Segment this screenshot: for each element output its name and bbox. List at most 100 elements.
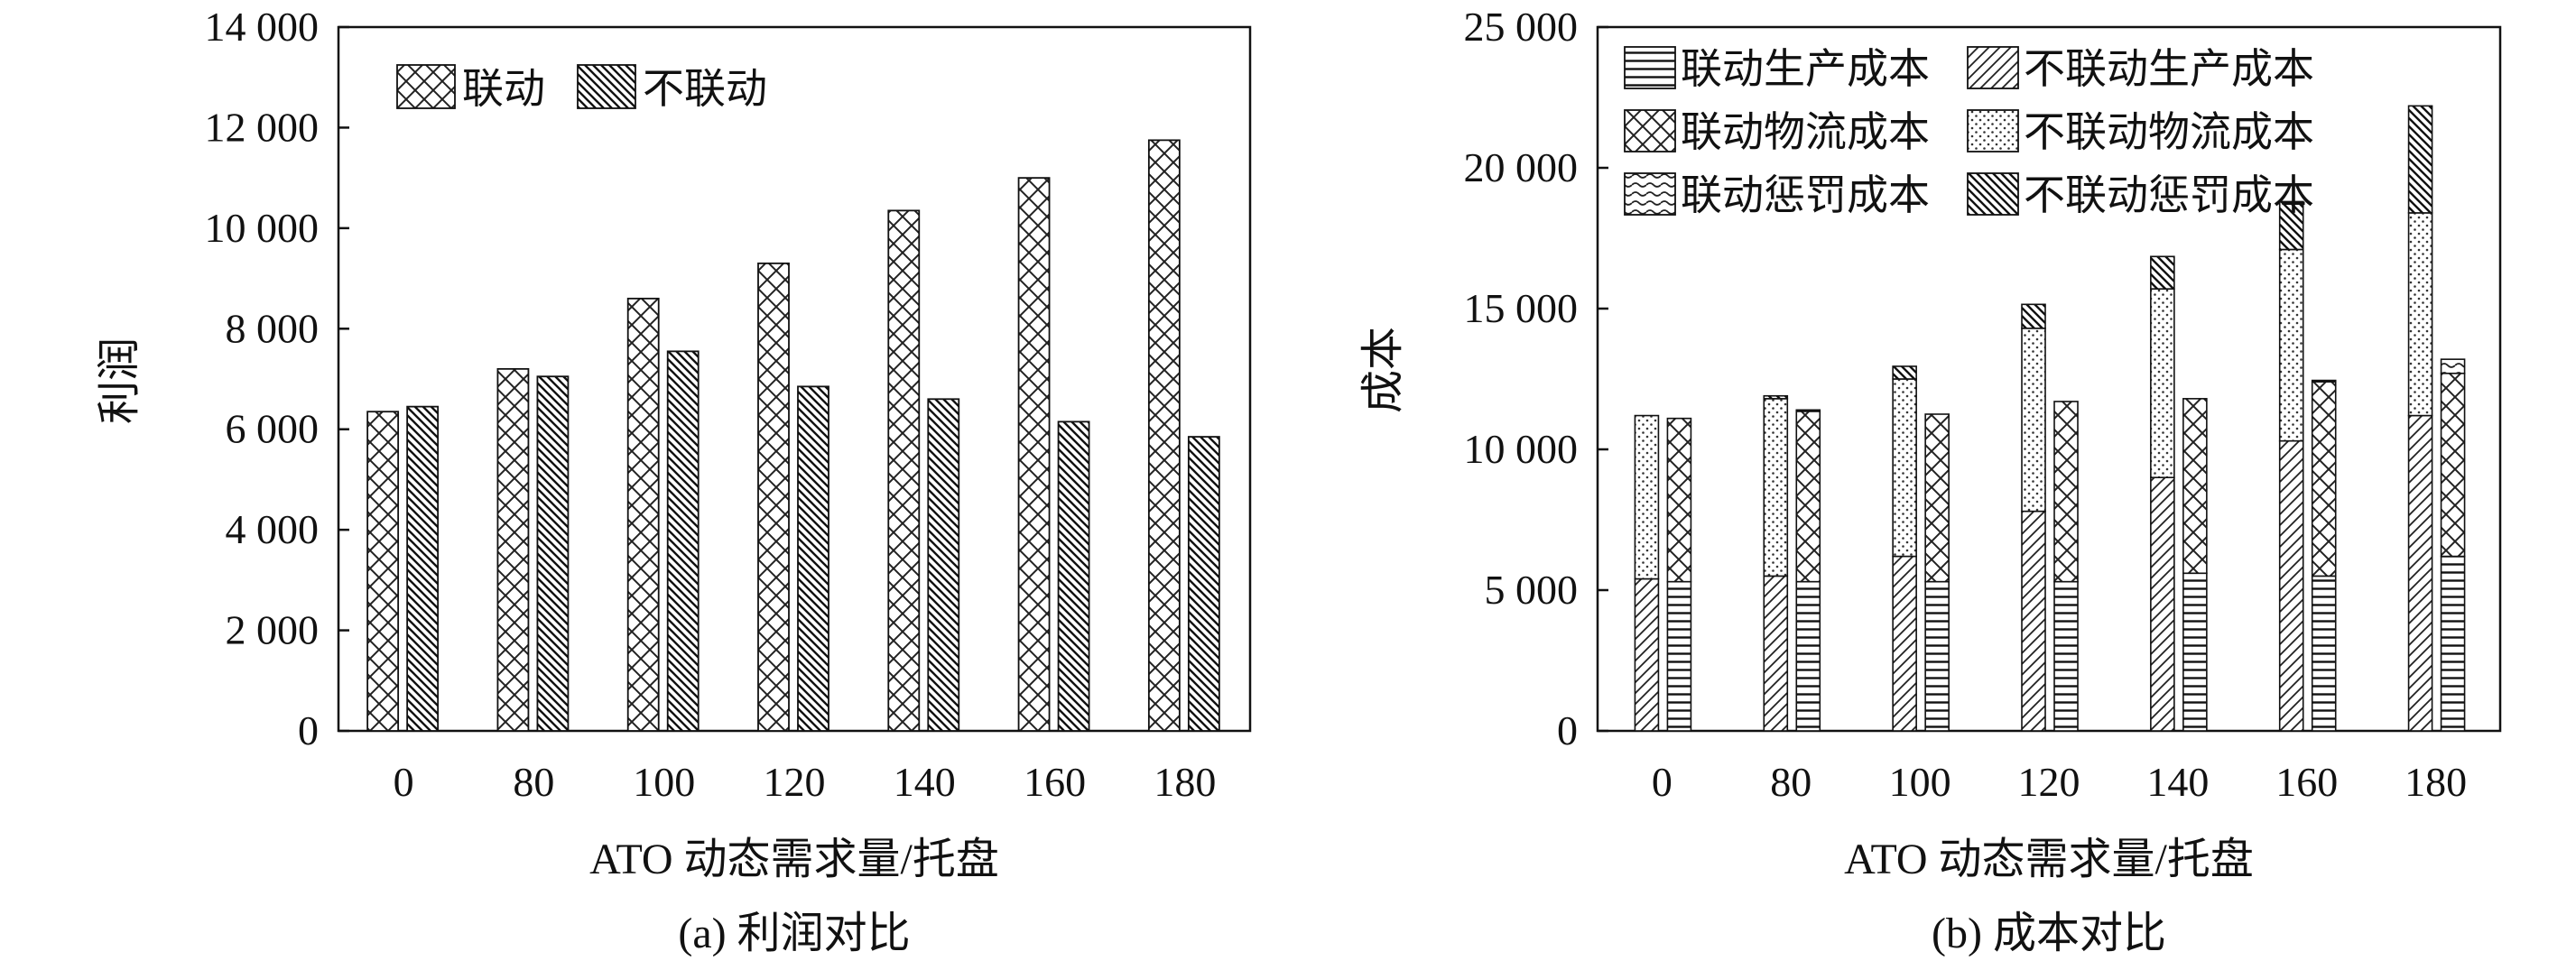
profit-bar-linked xyxy=(1017,177,1051,732)
cost-y-tick-label: 5 000 xyxy=(1485,567,1579,613)
cost-x-tick-label: 120 xyxy=(2018,759,2080,805)
cost-x-tick-label: 160 xyxy=(2275,759,2338,805)
profit-legend-label: 不联动 xyxy=(643,66,767,112)
cost-bar-segment xyxy=(1763,398,1789,577)
cost-legend-swatch xyxy=(1624,109,1676,152)
cost-legend-label: 不联动惩罚成本 xyxy=(2024,172,2314,218)
cost-x-tick-label: 140 xyxy=(2146,759,2209,805)
profit-bar-unlinked xyxy=(536,375,570,732)
profit-bar-linked xyxy=(757,262,790,732)
profit-bar-linked xyxy=(1147,139,1181,732)
cost-bar-segment xyxy=(1892,555,1917,732)
cost-x-tick-label: 100 xyxy=(1889,759,1951,805)
cost-bar-segment xyxy=(1795,411,1821,583)
cost-y-ticks: 0 5 000 10 000 15 000 20 000 25 000 xyxy=(1464,4,1608,753)
cost-bar-segment xyxy=(1634,414,1660,580)
cost-bar-segment xyxy=(2311,381,2337,577)
profit-y-tick-label: 10 000 xyxy=(205,205,320,251)
profit-bar-unlinked xyxy=(666,350,700,732)
cost-bar-segment xyxy=(2150,288,2175,478)
profit-legend-swatch xyxy=(396,64,456,109)
cost-legend-label: 不联动生产成本 xyxy=(2024,46,2314,92)
profit-y-ticks: 0 2 000 4 000 6 000 8 000 10 000 12 000 14 000 xyxy=(205,4,349,753)
profit-bar-unlinked xyxy=(406,405,440,732)
cost-legend-label: 联动惩罚成本 xyxy=(1681,172,1930,218)
cost-y-tick-label: 0 xyxy=(1557,707,1578,753)
cost-y-tick-label: 15 000 xyxy=(1464,285,1579,331)
cost-legend-swatch xyxy=(1967,172,2019,216)
profit-y-tick-label: 12 000 xyxy=(205,104,320,150)
cost-bar-segment xyxy=(2407,105,2433,214)
cost-bar-segment xyxy=(2440,372,2466,558)
profit-bar-linked xyxy=(366,411,400,732)
cost-legend-label: 联动生产成本 xyxy=(1681,46,1930,92)
cost-bar-segment xyxy=(2440,358,2466,374)
profit-x-tick-label: 0 xyxy=(394,759,414,805)
cost-bar-segment xyxy=(2021,328,2046,513)
cost-bar-segment xyxy=(2407,414,2433,732)
cost-legend-swatch xyxy=(1967,109,2019,152)
cost-bars xyxy=(1634,105,2466,732)
cost-x-axis-label: ATO 动态需求量/托盘 xyxy=(1844,836,2254,883)
cost-caption: (b) 成本对比 xyxy=(1932,910,2166,957)
cost-bar-segment xyxy=(2278,200,2304,251)
profit-x-axis-label: ATO 动态需求量/托盘 xyxy=(589,836,999,883)
cost-bar-segment xyxy=(2182,572,2208,732)
profit-bar-unlinked xyxy=(1187,436,1220,732)
cost-plot-frame xyxy=(1596,25,2502,733)
cost-legend-swatch xyxy=(1967,46,2019,89)
cost-bar-segment xyxy=(2440,555,2466,732)
cost-bar-segment xyxy=(2021,303,2046,329)
cost-bar-segment xyxy=(2407,212,2433,417)
profit-x-tick-label: 100 xyxy=(633,759,695,805)
cost-bar-segment xyxy=(1634,577,1660,732)
profit-caption: (a) 利润对比 xyxy=(678,910,910,957)
cost-bar-segment xyxy=(1924,413,1950,583)
profit-y-tick-label: 0 xyxy=(298,707,319,753)
cost-bar-segment xyxy=(2150,476,2175,732)
profit-legend-swatch xyxy=(577,64,636,109)
cost-y-axis-label: 成本 xyxy=(1359,327,1407,413)
cost-y-tick-label: 20 000 xyxy=(1464,144,1579,190)
profit-x-tick-label: 180 xyxy=(1154,759,1216,805)
profit-y-tick-label: 6 000 xyxy=(226,406,320,452)
cost-x-tick-label: 180 xyxy=(2405,759,2467,805)
profit-y-tick-label: 2 000 xyxy=(226,607,320,653)
profit-x-tick-label: 140 xyxy=(894,759,956,805)
cost-bar-segment xyxy=(1795,409,1821,412)
profit-plot-frame xyxy=(337,25,1252,733)
profit-x-tick-label: 160 xyxy=(1024,759,1086,805)
cost-bar-segment xyxy=(1666,580,1692,732)
cost-bar-segment xyxy=(2311,575,2337,732)
cost-bar-segment xyxy=(2182,398,2208,575)
profit-y-axis-label: 利润 xyxy=(96,337,144,424)
profit-legend-label: 联动 xyxy=(462,66,545,112)
cost-bar-segment xyxy=(1763,394,1789,400)
profit-y-tick-label: 14 000 xyxy=(205,4,320,50)
profit-bar-unlinked xyxy=(1057,420,1090,732)
cost-legend-label: 不联动物流成本 xyxy=(2024,109,2314,155)
cost-chart-panel: 0 5 000 10 000 15 000 20 000 25 000 0 80 100 120… xyxy=(1359,4,2502,957)
cost-bar-segment xyxy=(2311,379,2337,383)
profit-bars xyxy=(366,139,1220,732)
cost-bar-segment xyxy=(1924,580,1950,732)
cost-bar-segment xyxy=(2053,580,2079,732)
profit-x-tick-label: 80 xyxy=(513,759,554,805)
cost-bar-segment xyxy=(2053,401,2079,583)
cost-legend-label: 联动物流成本 xyxy=(1681,109,1930,155)
profit-bar-linked xyxy=(887,209,921,732)
profit-x-ticks: 0 80 100 120 140 160 180 xyxy=(394,759,1217,805)
profit-y-tick-label: 4 000 xyxy=(226,506,320,552)
cost-bar-segment xyxy=(2021,510,2046,732)
profit-legend: 联动 不联动 xyxy=(396,64,767,112)
cost-y-tick-label: 25 000 xyxy=(1464,4,1579,50)
cost-bar-segment xyxy=(2150,255,2175,290)
cost-x-ticks: 0 80 100 120 140 160 180 xyxy=(1652,759,2467,805)
cost-bar-segment xyxy=(2278,439,2304,732)
cost-y-tick-label: 10 000 xyxy=(1464,426,1579,472)
profit-x-tick-label: 120 xyxy=(764,759,826,805)
cost-legend-swatch xyxy=(1624,172,1676,216)
